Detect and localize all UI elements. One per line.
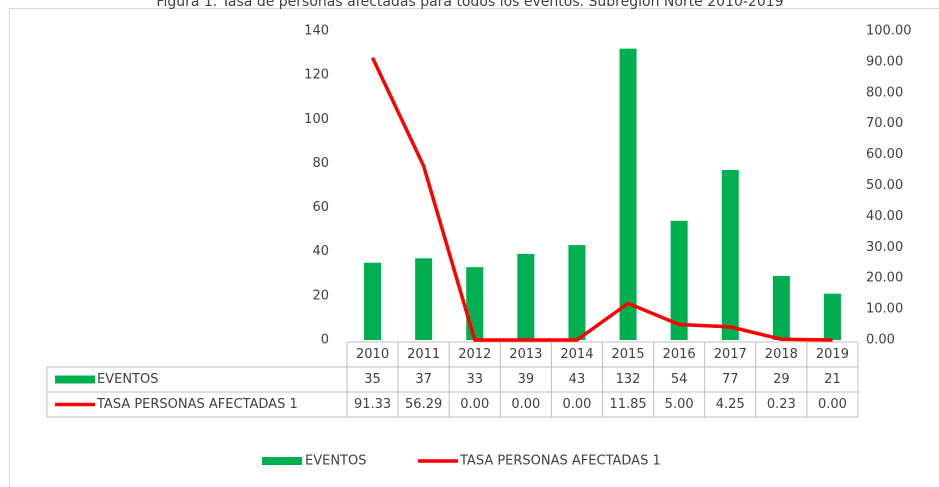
table-value: 35 (364, 372, 381, 387)
table-value: 91.33 (354, 397, 391, 412)
bar (466, 267, 484, 340)
table-value: 0.00 (511, 397, 540, 412)
x-tick-label: 2015 (612, 347, 645, 362)
y-tick-label: 100 (304, 112, 329, 127)
bar (364, 262, 382, 340)
bar (670, 220, 688, 340)
table-value: 33 (466, 372, 483, 387)
y-tick-label: 120 (304, 68, 329, 83)
y2-tick-label: 100.00 (866, 24, 912, 39)
chart-frame (9, 8, 939, 487)
table-value: 56.29 (405, 397, 442, 412)
y2-tick-label: 30.00 (866, 240, 903, 255)
y-tick-label: 80 (312, 156, 329, 171)
table-value: 0.00 (460, 397, 489, 412)
table-value: 0.00 (818, 397, 847, 412)
table-value: 29 (773, 372, 790, 387)
x-tick-label: 2019 (816, 347, 849, 362)
bar (568, 245, 586, 340)
y-tick-label: 40 (312, 244, 329, 259)
y-tick-label: 140 (304, 24, 329, 39)
x-tick-label: 2018 (765, 347, 798, 362)
table-value: 0.23 (767, 397, 796, 412)
table-value: 37 (415, 372, 432, 387)
x-tick-label: 2010 (356, 347, 389, 362)
x-tick-label: 2016 (663, 347, 696, 362)
y2-tick-label: 50.00 (866, 178, 903, 193)
table-value: 43 (569, 372, 586, 387)
table-value: 5.00 (665, 397, 694, 412)
bar (415, 258, 433, 340)
y2-tick-label: 0.00 (866, 333, 895, 348)
y2-tick-label: 90.00 (866, 54, 903, 69)
table-value: 11.85 (609, 397, 646, 412)
legend-swatch (55, 375, 95, 384)
x-tick-label: 2014 (560, 347, 593, 362)
legend-label: TASA PERSONAS AFECTADAS 1 (459, 454, 661, 469)
bar (517, 253, 535, 340)
table-value: 54 (671, 372, 688, 387)
bar (772, 275, 790, 340)
legend-swatch (262, 457, 302, 465)
table-row-label: TASA PERSONAS AFECTADAS 1 (96, 397, 298, 412)
y2-tick-label: 70.00 (866, 116, 903, 131)
bar (619, 48, 637, 341)
y-tick-label: 20 (312, 288, 329, 303)
line (370, 57, 833, 342)
table-value: 77 (722, 372, 739, 387)
y2-tick-label: 80.00 (866, 85, 903, 100)
table-value: 132 (616, 372, 641, 387)
y2-tick-label: 40.00 (866, 209, 903, 224)
y2-tick-label: 10.00 (866, 302, 903, 317)
y2-tick-label: 60.00 (866, 147, 903, 162)
bar (721, 170, 739, 340)
x-tick-label: 2013 (509, 347, 542, 362)
table-row-label: EVENTOS (97, 372, 158, 387)
table-value: 0.00 (562, 397, 591, 412)
x-tick-label: 2011 (407, 347, 440, 362)
chart-title: Figura 1. Tasa de personas afectadas par… (156, 0, 783, 10)
bar (823, 293, 841, 340)
table-value: 39 (518, 372, 535, 387)
y-tick-label: 60 (312, 200, 329, 215)
x-tick-label: 2017 (714, 347, 747, 362)
x-tick-label: 2012 (458, 347, 491, 362)
y-tick-label: 0 (321, 333, 329, 348)
y2-tick-label: 20.00 (866, 271, 903, 286)
legend-label: EVENTOS (305, 454, 366, 469)
table-value: 21 (824, 372, 841, 387)
table-value: 4.25 (716, 397, 745, 412)
